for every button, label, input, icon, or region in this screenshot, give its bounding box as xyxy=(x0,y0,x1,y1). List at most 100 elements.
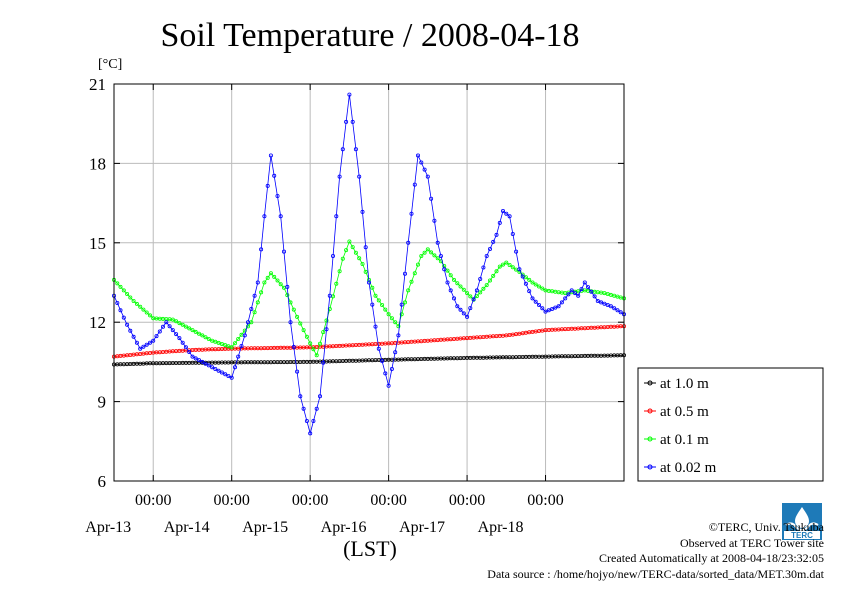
data-point xyxy=(537,302,542,307)
data-point xyxy=(174,332,179,337)
x-tick-date-label: Apr-14 xyxy=(164,519,210,536)
data-point xyxy=(314,353,319,358)
data-point xyxy=(180,340,185,345)
data-point xyxy=(259,247,264,252)
data-point xyxy=(566,292,571,297)
series-line xyxy=(113,325,625,357)
data-point xyxy=(144,342,149,347)
data-point xyxy=(252,293,257,298)
data-point xyxy=(500,208,505,213)
data-point xyxy=(494,232,499,237)
data-point xyxy=(448,288,453,293)
data-point xyxy=(229,375,234,380)
data-point xyxy=(236,354,241,359)
data-point xyxy=(337,174,342,179)
data-point xyxy=(373,293,378,298)
data-point xyxy=(465,314,470,319)
data-point xyxy=(592,294,597,299)
data-point xyxy=(389,366,394,371)
data-point xyxy=(599,300,604,305)
data-point xyxy=(383,307,388,312)
data-point xyxy=(432,218,437,223)
data-point xyxy=(180,322,185,327)
data-point xyxy=(295,369,300,374)
data-point xyxy=(514,249,519,254)
legend-entry-label: at 0.02 m xyxy=(660,460,717,476)
x-tick-date-label: Apr-15 xyxy=(242,519,288,536)
data-point xyxy=(255,280,260,285)
data-point xyxy=(203,335,208,340)
data-point xyxy=(425,247,430,252)
data-point xyxy=(380,302,385,307)
data-point xyxy=(582,280,587,285)
y-tick-label: 6 xyxy=(98,472,107,491)
data-point xyxy=(229,345,234,350)
data-point xyxy=(151,338,156,343)
data-point xyxy=(353,147,358,152)
legend-entry-label: at 1.0 m xyxy=(660,376,709,392)
x-tick-date-label: Apr-13 xyxy=(85,519,131,536)
data-point xyxy=(481,265,486,270)
data-point xyxy=(131,298,136,303)
data-point xyxy=(160,324,165,329)
data-point xyxy=(196,331,201,336)
data-point xyxy=(383,371,388,376)
data-point xyxy=(451,277,456,282)
data-point xyxy=(608,304,613,309)
data-point xyxy=(500,262,505,267)
data-point xyxy=(337,269,342,274)
data-point xyxy=(203,361,208,366)
data-point xyxy=(232,365,237,370)
x-axis: 00:00Apr-1300:00Apr-1400:00Apr-1500:00Ap… xyxy=(85,84,564,536)
data-point xyxy=(556,304,561,309)
y-tick-label: 12 xyxy=(89,313,106,332)
data-point xyxy=(487,246,492,251)
data-point xyxy=(190,354,195,359)
data-point xyxy=(386,383,391,388)
data-point xyxy=(465,291,470,296)
data-point xyxy=(527,277,532,282)
data-point xyxy=(507,214,512,219)
y-tick-label: 15 xyxy=(89,234,106,253)
data-point xyxy=(474,288,479,293)
data-point xyxy=(520,274,525,279)
data-point xyxy=(429,250,434,255)
data-point xyxy=(268,271,273,276)
data-point xyxy=(285,293,290,298)
data-point xyxy=(415,153,420,158)
data-point xyxy=(141,344,146,349)
data-point xyxy=(330,253,335,258)
data-point xyxy=(154,334,159,339)
data-point xyxy=(344,119,349,124)
data-point xyxy=(540,306,545,311)
data-point xyxy=(347,239,352,244)
data-point xyxy=(595,298,600,303)
data-point xyxy=(429,196,434,201)
data-point xyxy=(321,360,326,365)
data-point xyxy=(259,290,264,295)
data-point xyxy=(298,394,303,399)
data-point xyxy=(278,214,283,219)
data-point xyxy=(347,92,352,97)
x-axis-label: (LST) xyxy=(343,536,397,561)
series-line xyxy=(113,354,625,365)
data-point xyxy=(406,288,411,293)
data-point xyxy=(118,284,123,289)
data-point xyxy=(118,308,123,313)
data-point xyxy=(311,347,316,352)
y-tick-label: 21 xyxy=(89,75,106,94)
data-point xyxy=(455,281,460,286)
data-point xyxy=(344,248,349,253)
data-point xyxy=(546,308,551,313)
data-point xyxy=(327,293,332,298)
legend-swatch-marker xyxy=(647,464,653,470)
data-point xyxy=(252,310,257,315)
data-point xyxy=(425,174,430,179)
data-point xyxy=(226,373,231,378)
data-point xyxy=(268,153,273,158)
data-point xyxy=(311,418,316,423)
data-point xyxy=(412,182,417,187)
y-tick-label: 9 xyxy=(98,393,107,412)
data-point xyxy=(285,284,290,289)
data-point xyxy=(504,211,509,216)
